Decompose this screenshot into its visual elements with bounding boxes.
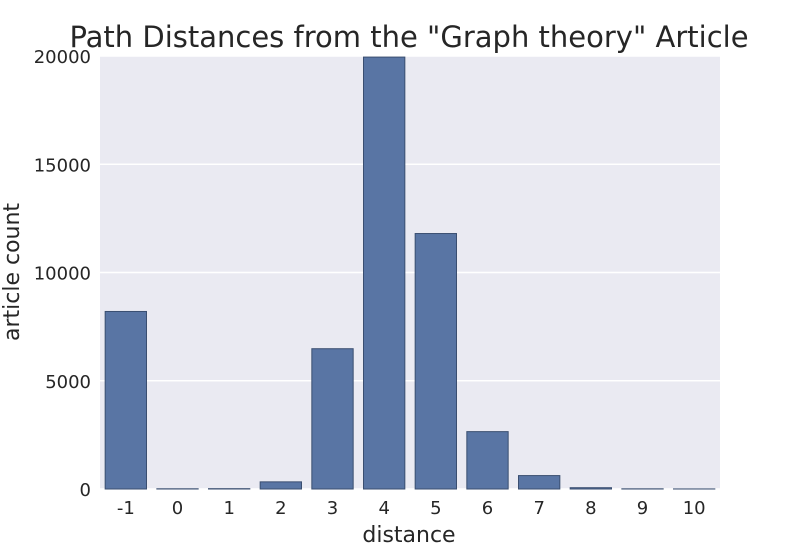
chart-title: Path Distances from the "Graph theory" A… (69, 20, 748, 54)
x-tick-label: 9 (637, 498, 648, 519)
x-tick-label: 2 (275, 498, 286, 519)
bar--1 (104, 310, 147, 490)
x-tick-label: 4 (378, 498, 389, 519)
x-axis-label: distance (362, 523, 455, 548)
y-axis-label: article count (0, 203, 25, 341)
bar-8 (569, 487, 613, 490)
x-tick-label: -1 (117, 498, 135, 519)
bar-3 (311, 348, 354, 490)
x-tick-label: 1 (223, 498, 234, 519)
x-tick-label: 7 (533, 498, 544, 519)
grid-lines (100, 55, 720, 490)
bar-4 (363, 56, 406, 490)
y-tick-label: 5000 (45, 372, 91, 393)
x-tick-label: 10 (683, 498, 706, 519)
x-tick-labels: -1 0 1 2 3 4 5 6 7 8 9 10 (117, 498, 706, 519)
bar-2 (259, 481, 302, 490)
bar-6 (466, 431, 509, 490)
x-tick-label: 8 (585, 498, 596, 519)
bars (104, 56, 716, 490)
y-tick-label: 15000 (34, 155, 91, 176)
x-tick-label: 5 (430, 498, 441, 519)
x-tick-label: 0 (172, 498, 183, 519)
bar-7 (518, 475, 561, 490)
x-tick-label: 6 (482, 498, 493, 519)
y-tick-label: 20000 (34, 47, 91, 68)
x-tick-label: 3 (327, 498, 338, 519)
y-tick-labels: 0 5000 10000 15000 20000 (34, 47, 91, 501)
bar-5 (414, 233, 457, 490)
y-tick-label: 0 (80, 480, 91, 501)
y-tick-label: 10000 (34, 264, 91, 285)
